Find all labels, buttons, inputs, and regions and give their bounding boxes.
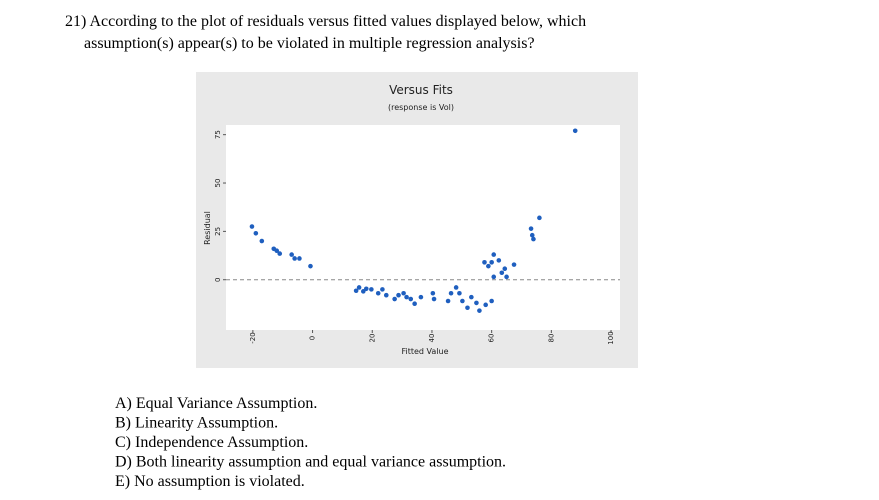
point <box>277 251 283 256</box>
plot-area <box>226 125 620 330</box>
x-axis-label: Fitted Value <box>401 347 448 356</box>
point <box>537 215 542 221</box>
point <box>529 232 535 238</box>
point <box>453 285 459 290</box>
point <box>445 298 451 304</box>
point <box>369 287 374 292</box>
point <box>572 128 578 134</box>
point <box>412 301 417 306</box>
point <box>289 252 294 257</box>
choice: D) Both linearity assumption and equal v… <box>115 454 506 471</box>
choice: A) Equal Variance Assumption. <box>115 395 317 412</box>
point <box>448 290 454 296</box>
point <box>401 290 406 296</box>
y-tick-label: 50 <box>214 179 222 188</box>
point <box>511 262 517 267</box>
point <box>491 274 497 280</box>
x-tick-label: 0 <box>309 336 317 340</box>
x-tick-label: 80 <box>547 334 555 343</box>
x-tick-label: 40 <box>428 334 436 343</box>
point <box>408 296 414 302</box>
point <box>274 248 280 254</box>
point <box>483 302 488 308</box>
point <box>375 290 381 296</box>
question-line: assumption(s) appear(s) to be violated i… <box>84 35 535 52</box>
point <box>363 286 369 292</box>
x-tick-label: 60 <box>488 334 496 343</box>
x-tick-label: -20 <box>249 332 257 343</box>
point <box>465 305 470 311</box>
point <box>292 256 297 261</box>
choice: E) No assumption is violated. <box>115 473 305 490</box>
point <box>502 266 508 271</box>
point <box>431 296 437 302</box>
point <box>460 298 465 304</box>
chart-subtitle: (response is Vol) <box>388 103 454 112</box>
y-tick-label: 75 <box>214 130 222 139</box>
y-axis-label: Residual <box>203 211 212 245</box>
point <box>259 238 265 244</box>
chart-title: Versus Fits <box>389 83 453 97</box>
point <box>491 252 497 257</box>
point <box>430 290 436 296</box>
y-tick-label: 0 <box>214 277 222 281</box>
choice: B) Linearity Assumption. <box>115 415 278 432</box>
point <box>528 226 534 231</box>
point <box>486 263 491 269</box>
point <box>418 294 424 300</box>
point <box>356 285 362 290</box>
point <box>353 288 359 294</box>
y-tick-label: 25 <box>214 227 222 236</box>
x-tick-label: 100 <box>607 331 615 344</box>
point <box>253 231 259 236</box>
point <box>308 263 313 269</box>
point <box>249 224 255 229</box>
point <box>297 256 302 261</box>
point <box>392 296 397 302</box>
point <box>496 258 502 263</box>
point <box>474 300 479 306</box>
point <box>531 236 536 242</box>
point <box>469 294 474 300</box>
point <box>489 298 494 304</box>
point <box>499 270 505 276</box>
point <box>477 308 482 313</box>
point <box>489 260 494 265</box>
x-tick-label: 20 <box>368 334 376 343</box>
point <box>396 292 401 298</box>
point <box>404 294 409 300</box>
choice: C) Independence Assumption. <box>115 434 308 451</box>
point <box>380 287 385 292</box>
point <box>383 292 389 298</box>
question-line: 21) According to the plot of residuals v… <box>65 13 586 30</box>
point <box>504 274 509 280</box>
point <box>482 260 487 265</box>
point <box>457 290 462 296</box>
